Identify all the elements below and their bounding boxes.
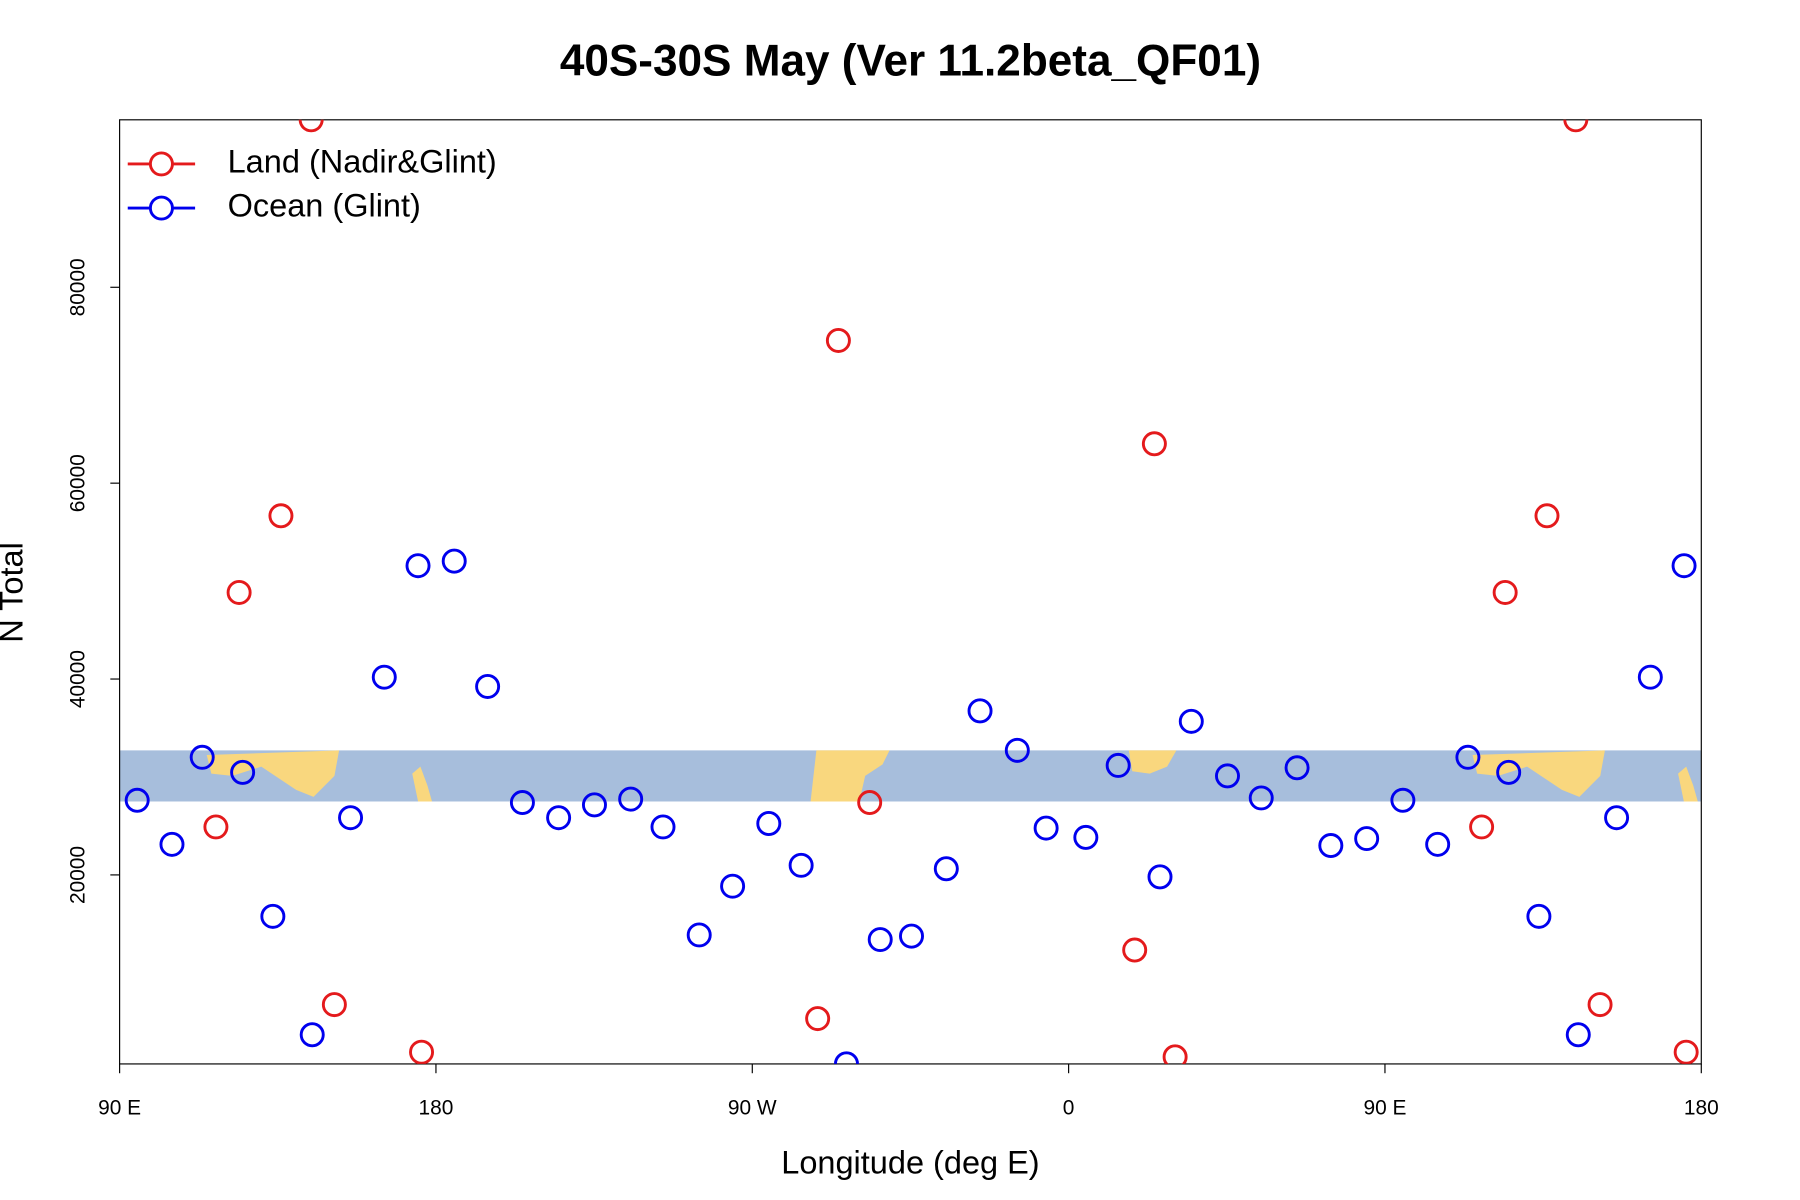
point bbox=[1565, 1022, 1591, 1048]
point bbox=[260, 903, 286, 929]
plot-frame bbox=[119, 119, 1702, 1065]
point bbox=[371, 664, 397, 690]
point bbox=[509, 790, 535, 816]
point bbox=[230, 759, 256, 785]
point bbox=[933, 856, 959, 882]
point bbox=[1455, 744, 1481, 770]
point bbox=[1604, 805, 1630, 831]
point bbox=[1105, 752, 1131, 778]
x-tick-label: 90 W bbox=[728, 1097, 777, 1120]
y-tick-label: 60000 bbox=[66, 454, 89, 512]
point bbox=[1637, 664, 1663, 690]
y-tick-label: 40000 bbox=[66, 650, 89, 708]
point bbox=[1534, 503, 1560, 529]
point bbox=[650, 814, 676, 840]
point bbox=[1033, 815, 1059, 841]
point bbox=[857, 790, 883, 816]
point bbox=[203, 814, 229, 840]
point bbox=[1178, 708, 1204, 734]
point bbox=[805, 1006, 831, 1032]
y-axis-label: N Total bbox=[0, 542, 30, 643]
point bbox=[1496, 759, 1522, 785]
point bbox=[1122, 937, 1148, 963]
point bbox=[1284, 755, 1310, 781]
point bbox=[299, 1022, 325, 1048]
x-tick-label: 90 E bbox=[98, 1097, 141, 1120]
point bbox=[967, 698, 993, 724]
point bbox=[268, 503, 294, 529]
point bbox=[581, 792, 607, 818]
points bbox=[124, 119, 1699, 1064]
point bbox=[1390, 787, 1416, 813]
x-tick-label: 90 E bbox=[1363, 1097, 1406, 1120]
map-strip bbox=[119, 750, 1702, 802]
point bbox=[825, 327, 851, 353]
point bbox=[226, 579, 252, 605]
point bbox=[441, 548, 467, 574]
point bbox=[686, 922, 712, 948]
legend-label: Land (Nadir&Glint) bbox=[228, 144, 497, 180]
point bbox=[1425, 831, 1451, 857]
point bbox=[189, 744, 215, 770]
legend-marker bbox=[148, 195, 174, 221]
point bbox=[1492, 579, 1518, 605]
point bbox=[405, 553, 431, 579]
point bbox=[834, 1051, 859, 1064]
point bbox=[867, 927, 893, 953]
point bbox=[1563, 119, 1589, 133]
legend-label: Ocean (Glint) bbox=[228, 188, 421, 224]
point bbox=[338, 805, 364, 831]
point bbox=[475, 673, 501, 699]
point bbox=[159, 831, 185, 857]
x-axis-label: Longitude (deg E) bbox=[781, 1145, 1039, 1181]
x-tick-label: 0 bbox=[1063, 1097, 1075, 1120]
y-tick-label: 20000 bbox=[66, 846, 89, 904]
legend-marker bbox=[148, 151, 174, 177]
point bbox=[618, 786, 644, 812]
point bbox=[1671, 553, 1697, 579]
point bbox=[1073, 824, 1099, 850]
point bbox=[1354, 826, 1380, 852]
point bbox=[1469, 814, 1495, 840]
point bbox=[1162, 1044, 1188, 1064]
point bbox=[546, 805, 572, 831]
point bbox=[1248, 785, 1274, 811]
point bbox=[298, 119, 324, 133]
point bbox=[1587, 992, 1613, 1018]
point bbox=[788, 852, 814, 878]
x-tick-label: 180 bbox=[1684, 1097, 1719, 1120]
point bbox=[1147, 864, 1173, 890]
point bbox=[124, 787, 150, 813]
point bbox=[1526, 903, 1552, 929]
point bbox=[1673, 1039, 1699, 1064]
chart-title: 40S-30S May (Ver 11.2beta_QF01) bbox=[560, 37, 1261, 86]
point bbox=[756, 811, 782, 836]
x-tick-label: 180 bbox=[419, 1097, 454, 1120]
point bbox=[409, 1039, 435, 1064]
point bbox=[1215, 763, 1240, 789]
y-tick-label: 80000 bbox=[66, 258, 89, 316]
point bbox=[1318, 833, 1344, 859]
point bbox=[899, 923, 924, 949]
point bbox=[1004, 737, 1030, 763]
point bbox=[321, 992, 347, 1018]
point bbox=[1141, 431, 1167, 457]
point bbox=[720, 873, 746, 899]
